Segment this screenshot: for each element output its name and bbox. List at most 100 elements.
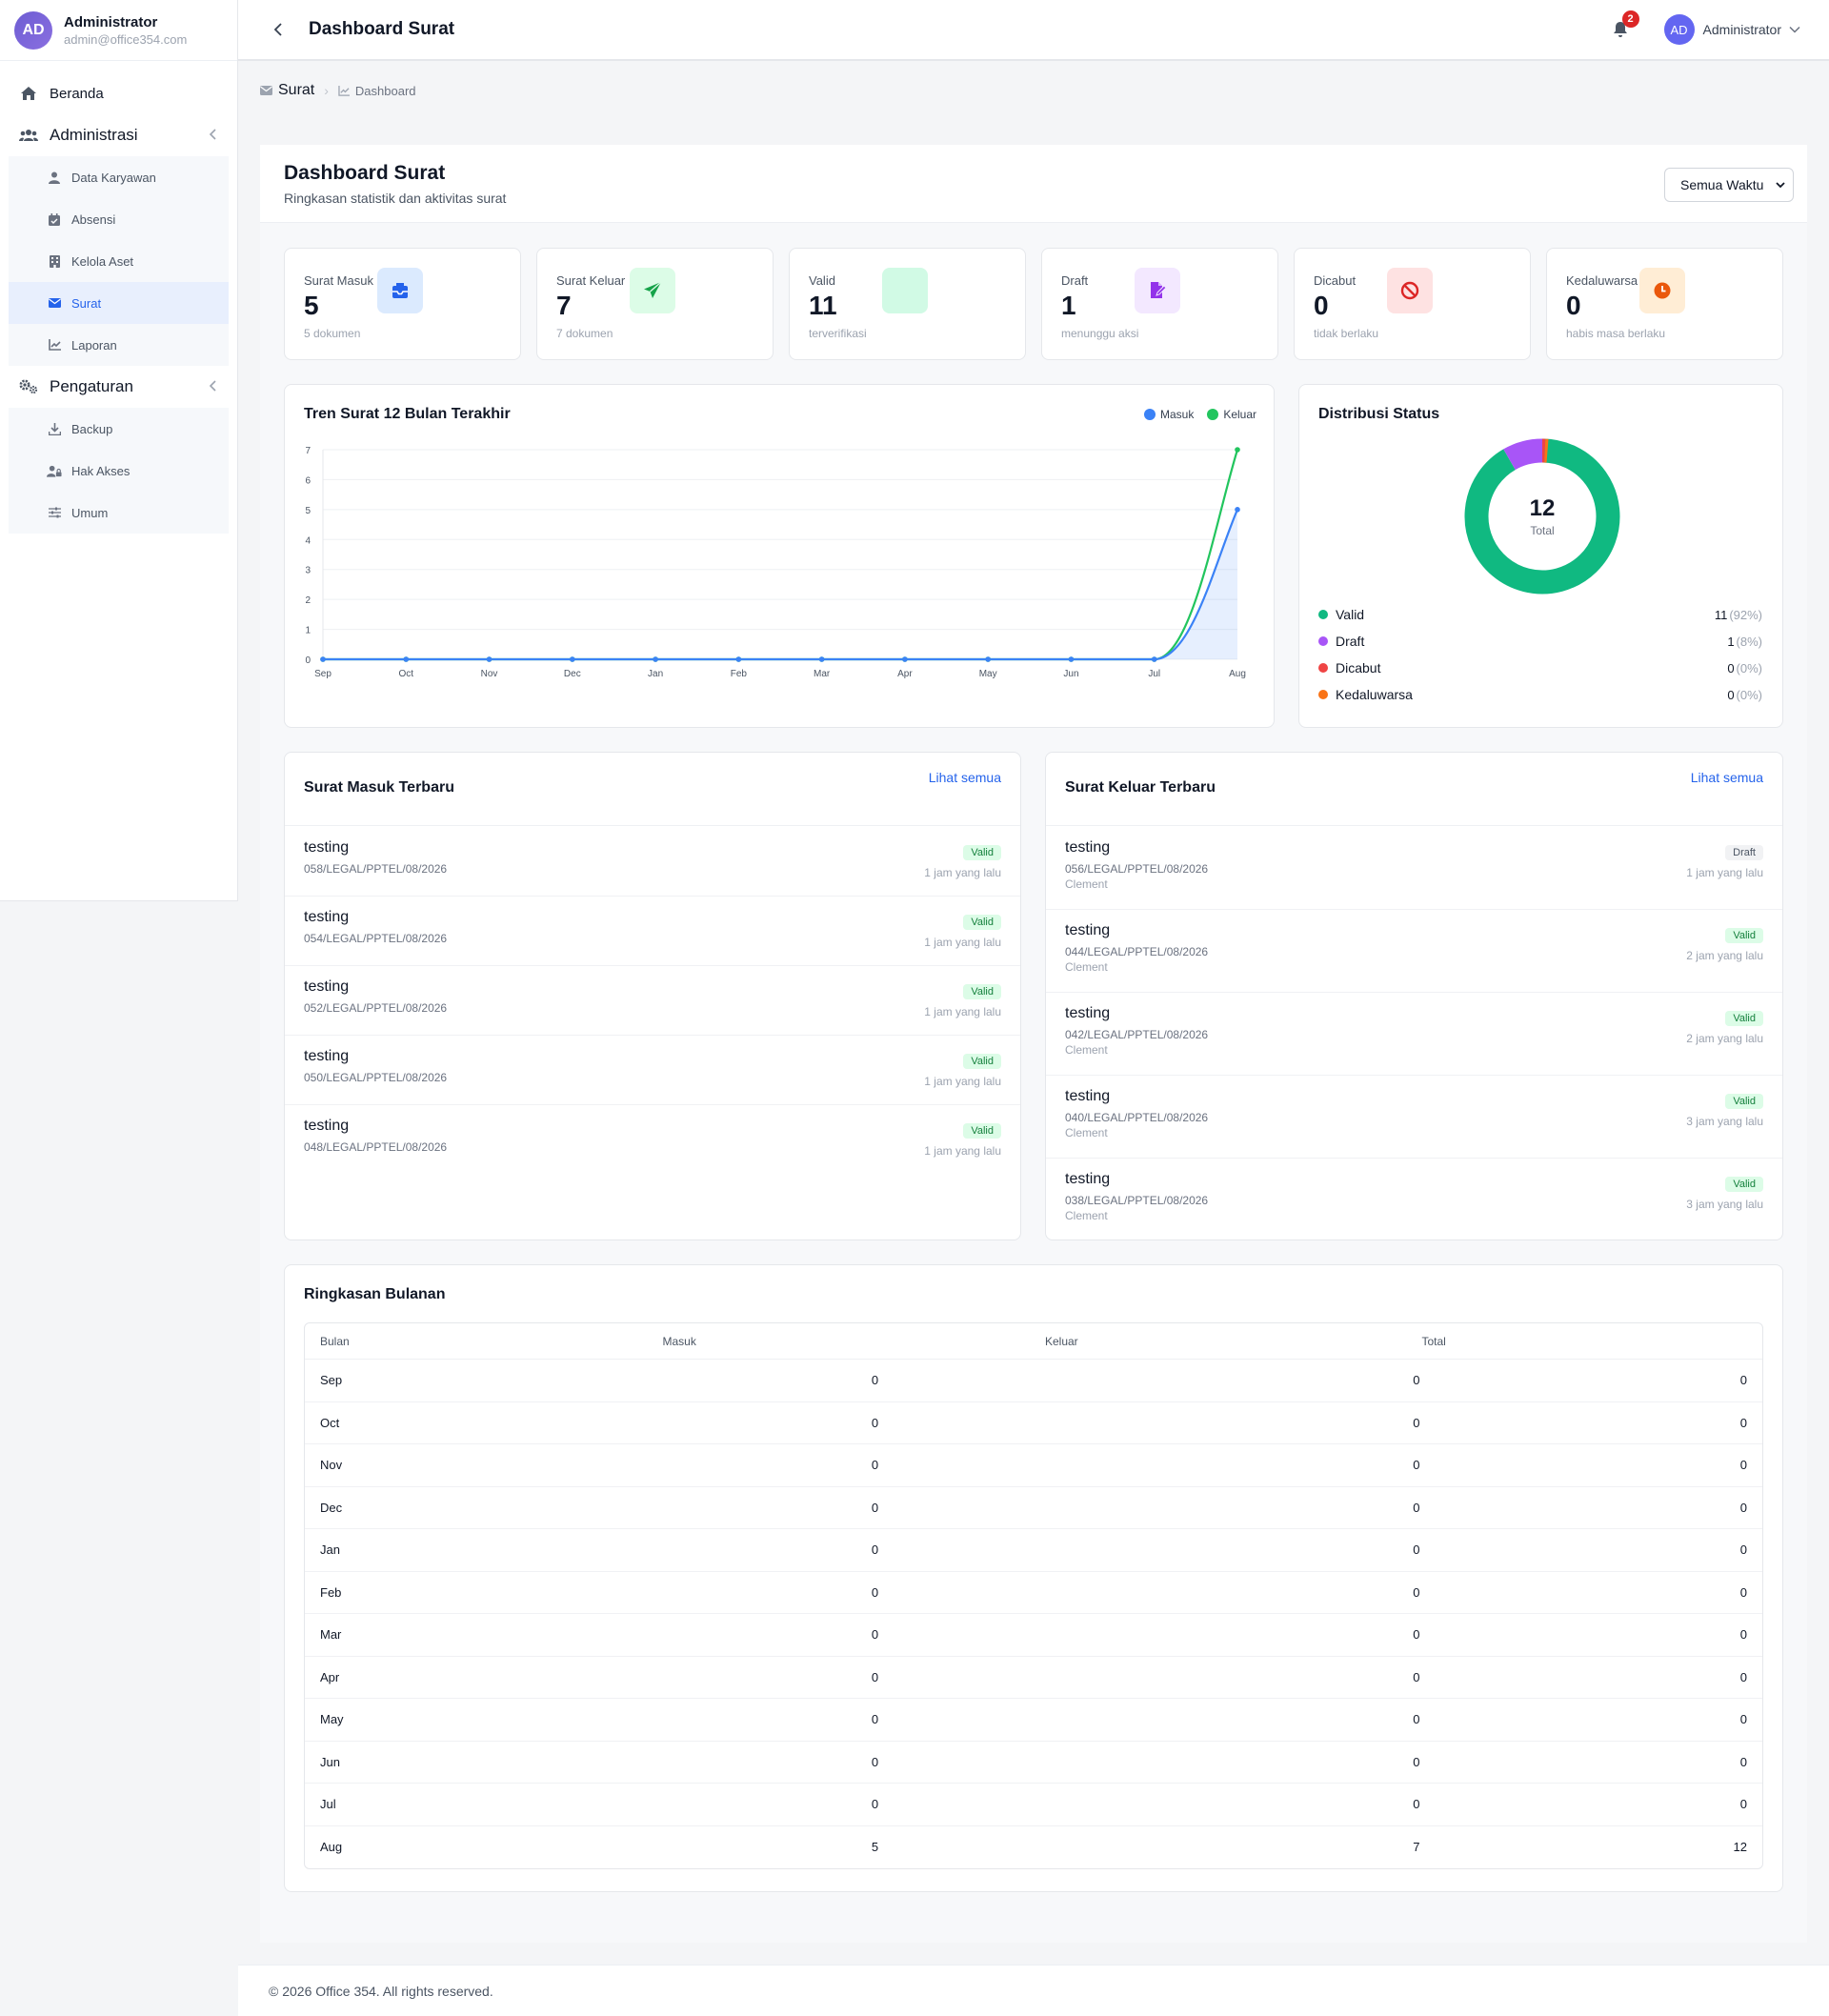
list-item[interactable]: testing 058/LEGAL/PPTEL/08/2026 Valid 1 … xyxy=(285,826,1020,896)
x-tick-label: Jun xyxy=(1063,669,1078,679)
chart-line-icon xyxy=(47,339,62,351)
legend-item-keluar[interactable]: Keluar xyxy=(1207,408,1256,421)
table-row: Aug 5 7 12 xyxy=(305,1826,1762,1869)
stat-card-dicabut[interactable]: Dicabut 0 tidak berlaku xyxy=(1294,248,1531,360)
cell-masuk: 0 xyxy=(871,1415,879,1430)
user-menu[interactable]: AD Administrator xyxy=(1663,14,1800,45)
sidebar-item-label: Backup xyxy=(71,421,113,436)
sidebar-item-surat[interactable]: Surat xyxy=(9,282,229,324)
cell-keluar: 0 xyxy=(1413,1500,1420,1515)
y-tick-label: 7 xyxy=(305,446,311,456)
cell-masuk: 0 xyxy=(871,1754,879,1769)
letter-number: 054/LEGAL/PPTEL/08/2026 xyxy=(304,932,448,945)
gears-icon xyxy=(19,379,38,394)
breadcrumb-current: Dashboard xyxy=(338,84,416,98)
status-badge: Valid xyxy=(963,845,1001,860)
user-name: Administrator xyxy=(64,13,158,30)
sidebar-user[interactable]: AD Administrator admin@office354.com xyxy=(0,0,237,61)
building-icon xyxy=(47,254,62,268)
cell-keluar: 0 xyxy=(1413,1458,1420,1473)
table-header: Bulan Masuk Keluar Total xyxy=(305,1323,1762,1360)
back-button[interactable] xyxy=(259,10,297,49)
outgoing-view-all-link[interactable]: Lihat semua xyxy=(1690,770,1763,785)
stat-card-valid[interactable]: Valid 11 terverifikasi xyxy=(789,248,1026,360)
donut-slice-valid[interactable] xyxy=(1464,438,1620,595)
sidebar-item-umum[interactable]: Umum xyxy=(9,492,229,534)
user-icon xyxy=(47,171,62,184)
period-select[interactable]: Semua Waktu xyxy=(1664,168,1794,202)
cell-month: Aug xyxy=(320,1840,343,1855)
legend-item-masuk[interactable]: Masuk xyxy=(1143,408,1194,421)
stat-value: 7 xyxy=(556,291,572,320)
stat-subtext: 7 dokumen xyxy=(556,327,613,340)
footer: © 2026 Office 354. All rights reserved. xyxy=(238,1965,1829,2016)
incoming-view-all-link[interactable]: Lihat semua xyxy=(928,770,1001,785)
status-percent: (92%) xyxy=(1729,607,1762,622)
stat-subtext: menunggu aksi xyxy=(1061,327,1139,340)
sidebar-group-pengaturan[interactable]: Pengaturan xyxy=(8,366,230,408)
status-label: Valid xyxy=(1336,607,1365,622)
notification-button[interactable]: 2 xyxy=(1605,10,1639,45)
status-label: Kedaluwarsa xyxy=(1336,687,1413,702)
list-item[interactable]: testing 052/LEGAL/PPTEL/08/2026 Valid 1 … xyxy=(285,965,1020,1035)
distribution-row-dicabut: Dicabut 0 (0%) xyxy=(1318,658,1762,677)
sidebar-nav: Beranda Administrasi Data Karyawan Absen… xyxy=(0,61,237,545)
sidebar-item-kelola-aset[interactable]: Kelola Aset xyxy=(9,240,229,282)
donut-slice-draft[interactable] xyxy=(1503,438,1543,471)
list-item[interactable]: testing 038/LEGAL/PPTEL/08/2026 Clement V… xyxy=(1046,1158,1782,1240)
cell-total: 0 xyxy=(1739,1373,1748,1388)
sidebar-item-data-karyawan[interactable]: Data Karyawan xyxy=(9,156,229,198)
stat-value: 1 xyxy=(1061,291,1076,320)
sidebar-group-administrasi[interactable]: Administrasi xyxy=(8,114,230,156)
stat-subtext: habis masa berlaku xyxy=(1566,327,1666,340)
divider xyxy=(1046,909,1782,910)
cell-masuk: 0 xyxy=(871,1458,879,1473)
x-tick-label: Aug xyxy=(1229,669,1246,679)
list-item[interactable]: testing 050/LEGAL/PPTEL/08/2026 Valid 1 … xyxy=(285,1035,1020,1104)
status-badge: Valid xyxy=(1725,928,1763,943)
list-item[interactable]: testing 056/LEGAL/PPTEL/08/2026 Clement D… xyxy=(1046,826,1782,909)
sidebar-item-absensi[interactable]: Absensi xyxy=(9,198,229,240)
chart-line-icon xyxy=(338,85,350,96)
stat-value: 5 xyxy=(304,291,319,320)
cell-masuk: 0 xyxy=(871,1584,879,1600)
sidebar-item-hak-akses[interactable]: Hak Akses xyxy=(9,450,229,492)
breadcrumb-current-label: Dashboard xyxy=(354,83,416,98)
stat-card-surat-masuk[interactable]: Surat Masuk 5 5 dokumen xyxy=(284,248,521,360)
distribution-row-valid: Valid 11 (92%) xyxy=(1318,605,1762,624)
table-row: May 0 0 0 xyxy=(305,1699,1762,1742)
list-item[interactable]: testing 048/LEGAL/PPTEL/08/2026 Valid 1 … xyxy=(285,1104,1020,1174)
cell-month: Jul xyxy=(320,1797,336,1812)
stat-card-surat-keluar[interactable]: Surat Keluar 7 7 dokumen xyxy=(536,248,774,360)
list-item[interactable]: testing 042/LEGAL/PPTEL/08/2026 Clement V… xyxy=(1046,992,1782,1075)
list-item[interactable]: testing 054/LEGAL/PPTEL/08/2026 Valid 1 … xyxy=(285,896,1020,965)
avatar: AD xyxy=(1663,14,1695,45)
breadcrumb-root[interactable]: Surat xyxy=(278,82,315,98)
letter-number: 048/LEGAL/PPTEL/08/2026 xyxy=(304,1140,448,1154)
y-tick-label: 5 xyxy=(305,506,311,516)
letter-title: testing xyxy=(304,1048,350,1064)
list-item[interactable]: testing 040/LEGAL/PPTEL/08/2026 Clement V… xyxy=(1046,1075,1782,1158)
sidebar-item-beranda[interactable]: Beranda xyxy=(8,72,230,114)
cell-month: Mar xyxy=(320,1627,342,1643)
data-point-masuk xyxy=(570,656,575,662)
settings-submenu: Backup Hak Akses Umum xyxy=(9,408,229,534)
bell-icon xyxy=(1613,22,1627,37)
stat-card-kedaluwarsa[interactable]: Kedaluwarsa 0 habis masa berlaku xyxy=(1546,248,1783,360)
cell-month: Oct xyxy=(320,1415,340,1430)
cell-masuk: 0 xyxy=(871,1542,879,1558)
sidebar-item-label: Hak Akses xyxy=(71,463,131,478)
cell-masuk: 0 xyxy=(871,1373,879,1388)
user-lock-icon xyxy=(47,465,62,477)
legend-label: Keluar xyxy=(1223,408,1256,421)
letter-number: 052/LEGAL/PPTEL/08/2026 xyxy=(304,1001,448,1015)
cell-total: 0 xyxy=(1739,1669,1748,1684)
cell-month: Sep xyxy=(320,1373,343,1388)
sidebar-item-laporan[interactable]: Laporan xyxy=(9,324,229,366)
stat-card-draft[interactable]: Draft 1 menunggu aksi xyxy=(1041,248,1278,360)
column-header: Total xyxy=(1421,1334,1446,1348)
home-icon xyxy=(19,86,38,101)
sidebar-item-backup[interactable]: Backup xyxy=(9,408,229,450)
list-item[interactable]: testing 044/LEGAL/PPTEL/08/2026 Clement V… xyxy=(1046,909,1782,992)
table-row: Jan 0 0 0 xyxy=(305,1529,1762,1572)
